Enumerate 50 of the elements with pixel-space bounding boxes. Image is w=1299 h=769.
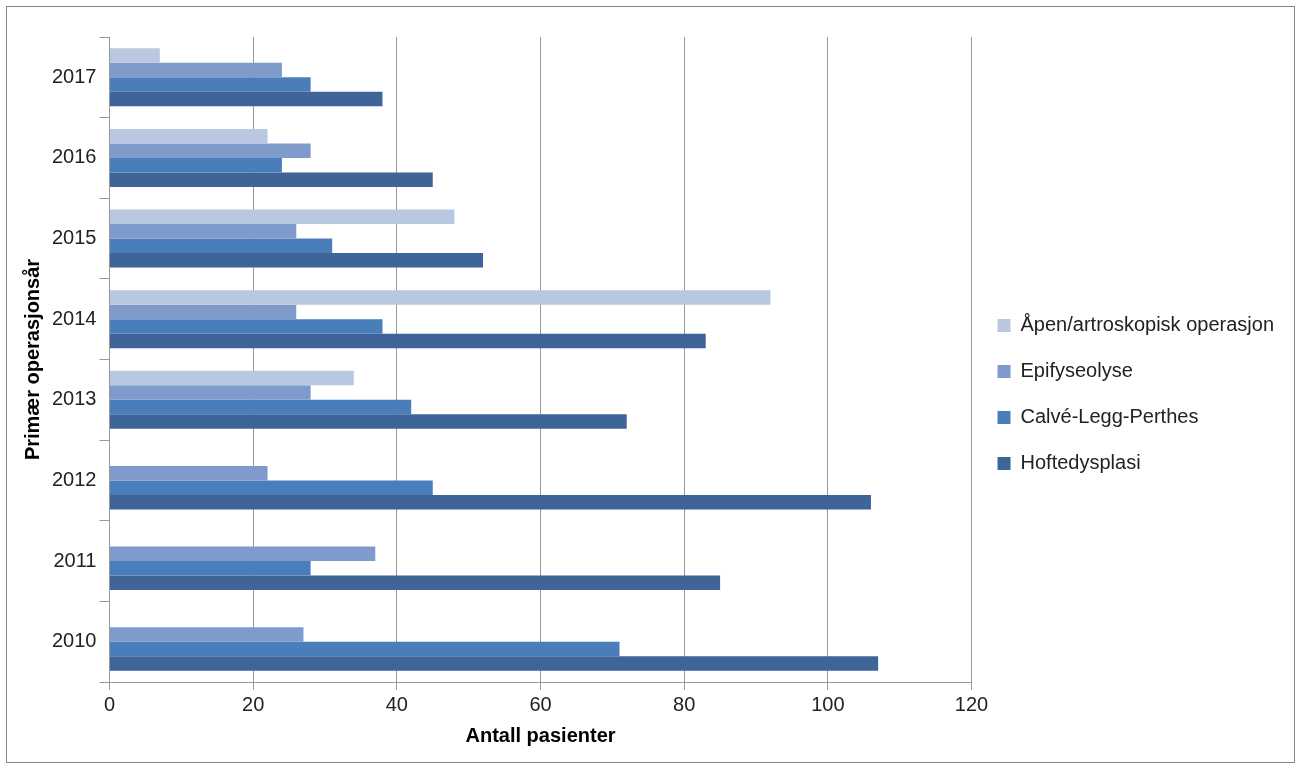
bar	[109, 385, 311, 400]
y-tick-label: 2011	[53, 548, 97, 571]
bar	[109, 62, 282, 78]
bar	[109, 209, 455, 225]
x-axis-title: Antall pasienter	[465, 723, 616, 746]
bar	[109, 561, 311, 576]
x-tick-label: 20	[242, 692, 265, 715]
x-tick-label: 100	[811, 692, 845, 715]
bar	[109, 399, 412, 415]
legend-label: Calvé-Legg-Perthes	[1020, 405, 1199, 428]
bar	[109, 370, 354, 386]
bar	[109, 172, 433, 187]
bar	[109, 143, 311, 158]
bar	[109, 656, 879, 671]
x-tick-label: 120	[954, 692, 989, 715]
bar	[109, 77, 311, 92]
bar	[109, 238, 333, 254]
bar	[109, 304, 297, 320]
x-tick-label: 40	[385, 692, 408, 715]
bar	[109, 414, 627, 429]
bar	[109, 91, 383, 107]
bar	[109, 157, 282, 173]
y-tick-label: 2012	[51, 467, 97, 490]
x-tick-label: 80	[673, 692, 696, 715]
x-tick-label: 0	[103, 692, 116, 715]
y-tick-label: 2017	[51, 64, 97, 87]
bar	[109, 290, 771, 305]
bar	[109, 627, 304, 642]
bar	[109, 546, 376, 562]
x-tick-label: 60	[529, 692, 552, 715]
bar	[109, 48, 160, 63]
bar	[109, 224, 297, 239]
y-tick-label: 2014	[51, 306, 97, 329]
y-tick-label: 2015	[51, 226, 97, 249]
legend-label: Åpen/artroskopisk operasjon	[1020, 313, 1275, 336]
legend-label: Hoftedysplasi	[1020, 451, 1141, 474]
bar	[109, 641, 620, 657]
bar	[109, 494, 871, 510]
bar	[109, 575, 721, 591]
y-tick-label: 2010	[51, 629, 97, 652]
bar	[109, 333, 706, 349]
y-tick-label: 2016	[51, 145, 97, 168]
bar	[109, 465, 268, 481]
bar	[109, 319, 383, 334]
y-tick-label: 2013	[51, 387, 97, 410]
legend-label: Epifyseolyse	[1020, 359, 1133, 382]
y-axis-title: Primær operasjonsår	[20, 258, 43, 461]
bar	[109, 128, 268, 144]
bar	[109, 480, 433, 495]
bar	[109, 253, 484, 268]
